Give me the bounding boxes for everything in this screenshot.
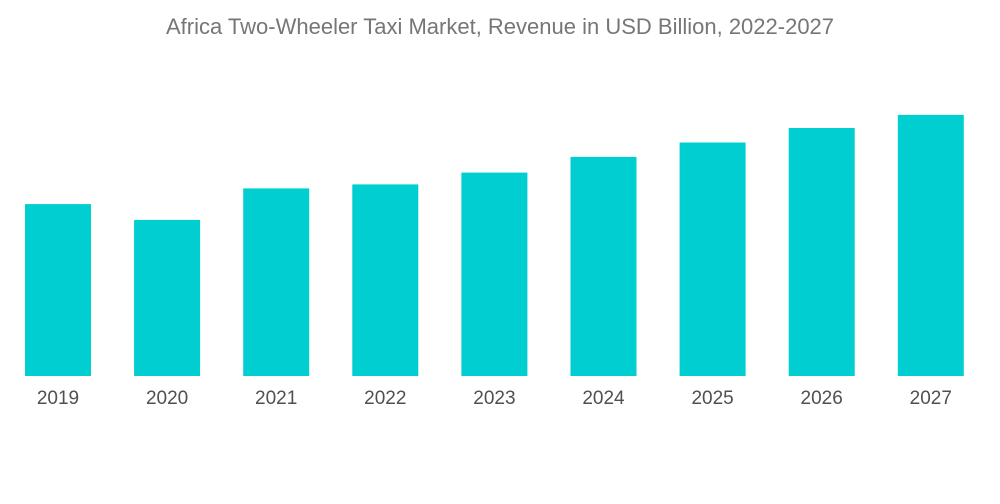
bar-2021 [243, 188, 310, 376]
bars-group [25, 114, 964, 377]
x-tick-label-2020: 2020 [146, 388, 188, 409]
chart-title: Africa Two-Wheeler Taxi Market, Revenue … [165, 14, 835, 39]
bar-2024 [570, 156, 637, 376]
x-tick-label-2026: 2026 [801, 388, 843, 409]
bar-2027 [897, 114, 964, 377]
x-tick-label-2023: 2023 [473, 388, 515, 409]
bar-2026 [788, 128, 855, 376]
bar-2019 [25, 204, 91, 376]
bar-2023 [461, 172, 528, 376]
bar-2020 [134, 219, 201, 376]
x-tick-label-2019: 2019 [37, 388, 79, 409]
x-tick-label-2022: 2022 [364, 388, 406, 409]
bar-2025 [679, 142, 746, 376]
x-tick-label-2025: 2025 [691, 388, 733, 409]
x-tick-label-2027: 2027 [910, 388, 952, 409]
bar-2022 [352, 184, 419, 376]
x-axis-ticks: 2019 2020 2021 2022 2023 2024 2025 2026 2027 [37, 388, 952, 409]
x-tick-label-2024: 2024 [582, 388, 625, 409]
x-tick-label-2021: 2021 [255, 388, 297, 409]
